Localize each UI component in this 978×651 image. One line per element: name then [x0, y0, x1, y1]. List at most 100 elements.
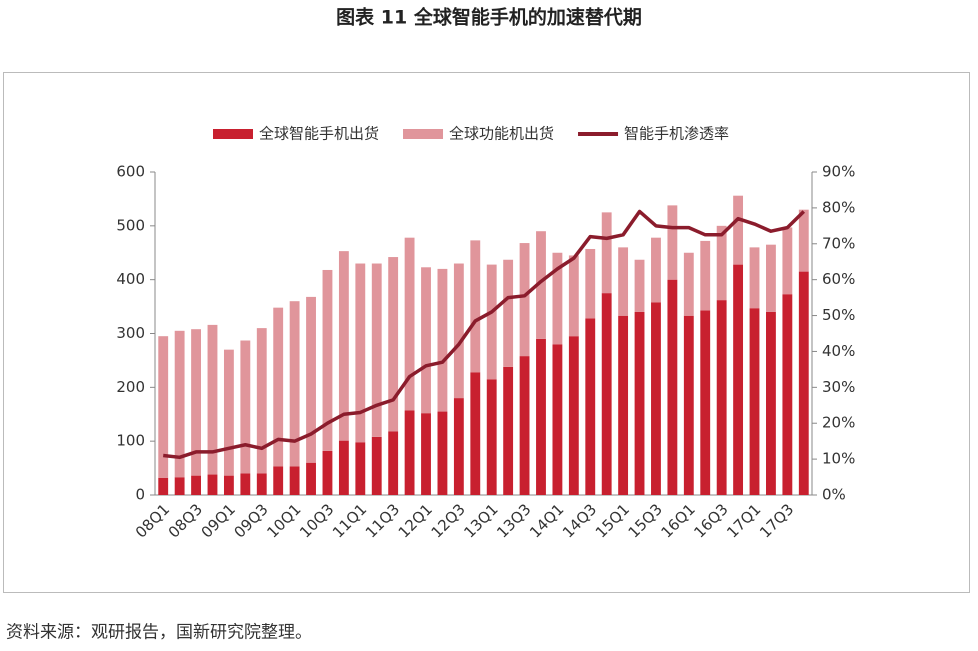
y-tick-label: 400 [116, 270, 145, 288]
bar [667, 205, 678, 280]
legend-label: 全球功能机出货 [449, 125, 554, 143]
bar [733, 195, 744, 265]
bar [651, 237, 661, 303]
bar [191, 475, 201, 495]
bar [421, 267, 431, 414]
x-tick-label: 11Q3 [362, 500, 403, 541]
bar [207, 324, 218, 475]
bar [798, 271, 809, 495]
bar [404, 237, 415, 411]
y2-tick-label: 0% [822, 486, 846, 504]
bar [453, 398, 464, 495]
y-tick-label: 500 [116, 216, 145, 234]
bar [421, 413, 431, 495]
bar [404, 410, 415, 495]
legend-label: 全球智能手机出货 [259, 125, 379, 143]
bar [223, 475, 234, 495]
y2-tick-label: 60% [822, 270, 855, 288]
source: 资料来源：观研报告，国新研究院整理。 [6, 623, 312, 643]
y-tick-label: 200 [116, 378, 145, 396]
bar [503, 366, 514, 495]
bar [700, 310, 711, 495]
bar [322, 450, 333, 495]
bar [371, 436, 382, 495]
x-tick-label: 12Q1 [395, 500, 436, 541]
bar [355, 263, 366, 443]
y-tick-label: 300 [116, 324, 145, 342]
bar [273, 307, 284, 467]
y-tick-label: 100 [116, 432, 145, 450]
line [163, 209, 806, 460]
y2-tick-label: 20% [822, 414, 855, 432]
bar [585, 318, 596, 495]
bar [798, 209, 809, 272]
bar [289, 301, 300, 467]
legend-label: 智能手机渗透率 [624, 125, 729, 143]
bar [700, 240, 711, 311]
bar [536, 338, 546, 495]
bar [388, 431, 399, 495]
bar [306, 296, 316, 463]
bar [634, 311, 645, 495]
bar [470, 240, 481, 373]
bar [651, 302, 661, 495]
bar [749, 308, 760, 495]
y-tick-label: 600 [116, 163, 145, 181]
x-tick-label: 15Q3 [625, 500, 666, 541]
bar [733, 264, 744, 495]
x-tick-label: 16Q3 [690, 500, 731, 541]
bar [437, 411, 448, 495]
bar [240, 340, 251, 474]
y2-tick-label: 10% [822, 450, 855, 468]
x-tick-label: 09Q1 [198, 500, 239, 541]
bar [322, 269, 333, 451]
bar [158, 336, 169, 478]
bar [683, 315, 694, 495]
bar [355, 442, 366, 495]
x-tick-label: 10Q1 [263, 500, 304, 541]
x-tick-label: 17Q3 [756, 500, 797, 541]
bar [536, 231, 546, 339]
bar [782, 227, 793, 295]
y-tick-label: 0 [135, 486, 145, 504]
bar [486, 379, 497, 495]
bar [486, 264, 497, 380]
x-tick-label: 16Q1 [658, 500, 699, 541]
bar [273, 466, 284, 495]
bar [618, 315, 629, 495]
bar [782, 294, 793, 495]
bar [601, 212, 612, 294]
x-tick-label: 17Q1 [723, 500, 764, 541]
x-tick-label: 09Q3 [230, 500, 271, 541]
bar [453, 263, 464, 399]
bar [174, 477, 185, 495]
x-tick-label: 14Q3 [559, 500, 600, 541]
bar [634, 259, 645, 312]
bar [503, 259, 514, 367]
y2-tick-label: 50% [822, 306, 855, 324]
bar [519, 243, 530, 357]
bar [716, 300, 727, 495]
chart-title: 图表 11 全球智能手机的加速替代期 [336, 6, 642, 29]
y2-tick-label: 80% [822, 198, 855, 216]
x-tick-label: 08Q1 [132, 500, 173, 541]
bar [158, 477, 169, 495]
bar [618, 247, 629, 316]
bar [766, 311, 776, 495]
bar [766, 244, 776, 312]
bar [568, 336, 579, 495]
bar [585, 248, 596, 319]
bar [601, 293, 612, 495]
bar [749, 247, 760, 309]
bar [568, 255, 579, 337]
bar [667, 279, 678, 495]
legend-swatch [213, 129, 253, 139]
frame [3, 72, 970, 593]
bar [683, 252, 694, 316]
x-tick-label: 13Q1 [460, 500, 501, 541]
x-tick-label: 12Q3 [428, 500, 469, 541]
legend-swatch [403, 129, 444, 139]
x-tick-label: 10Q3 [296, 500, 337, 541]
